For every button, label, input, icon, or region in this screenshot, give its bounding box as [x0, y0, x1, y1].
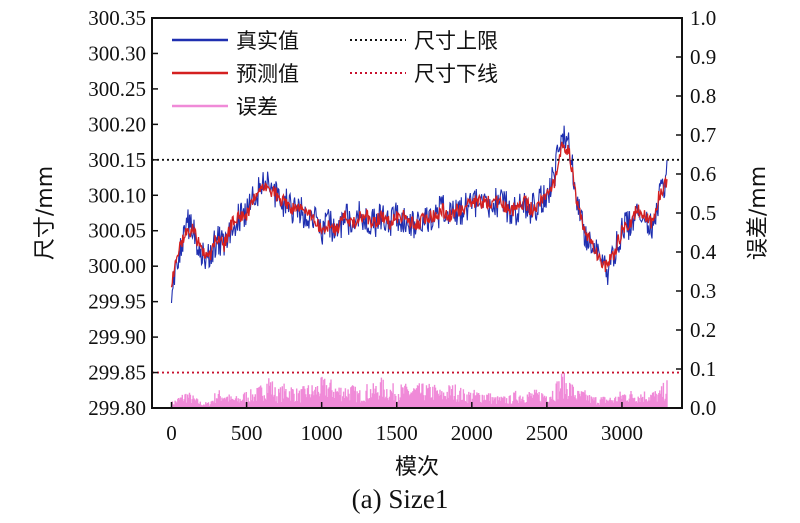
legend-item: 尺寸下线	[350, 62, 498, 86]
y-right-tick-label: 1.0	[690, 6, 716, 30]
y-left-tick-label: 299.90	[88, 325, 146, 349]
legend-item: 误差	[172, 95, 278, 119]
x-tick-label: 0	[166, 421, 177, 445]
legend-item: 尺寸上限	[350, 29, 498, 53]
series-real-value	[170, 125, 668, 304]
y-left-tick-label: 300.30	[88, 41, 146, 65]
y-right-tick-label: 0.2	[690, 318, 716, 342]
y-left-tick-label: 300.00	[88, 254, 146, 278]
x-tick-label: 500	[231, 421, 263, 445]
legend-item: 真实值	[172, 29, 299, 53]
y-axis-right-label: 误差/mm	[746, 166, 771, 260]
y-right-tick-label: 0.1	[690, 357, 716, 381]
y-left-tick-label: 299.85	[88, 361, 146, 385]
caption: (a) Size1	[352, 484, 449, 514]
legend-label: 尺寸下线	[414, 62, 498, 86]
y-left-tick-label: 299.95	[88, 290, 146, 314]
y-left-tick-label: 299.80	[88, 396, 146, 420]
series-error	[170, 372, 668, 408]
x-axis-label: 模次	[395, 455, 439, 480]
y-right-tick-label: 0.9	[690, 45, 716, 69]
legend-item: 预测值	[172, 62, 299, 86]
y-right-tick-label: 0.4	[690, 240, 717, 264]
y-right-tick-label: 0.5	[690, 201, 716, 225]
y-left-tick-label: 300.10	[88, 183, 146, 207]
legend-label: 真实值	[236, 29, 299, 53]
axis-ticks: 0 500 1000 1500 2000 2500 3000 299.80 299.85 299.…	[88, 6, 717, 445]
plot-area	[152, 125, 682, 408]
legend-label: 预测值	[236, 62, 299, 86]
x-tick-label: 1500	[376, 421, 418, 445]
x-tick-label: 3000	[601, 421, 643, 445]
x-tick-label: 2000	[451, 421, 493, 445]
y-right-tick-label: 0.3	[690, 279, 716, 303]
y-left-tick-label: 300.25	[88, 77, 146, 101]
legend-label: 误差	[236, 95, 278, 119]
y-right-tick-label: 0.7	[690, 123, 716, 147]
x-tick-label: 2500	[526, 421, 568, 445]
y-right-tick-label: 0.6	[690, 162, 716, 186]
y-left-tick-label: 300.20	[88, 112, 146, 136]
x-tick-label: 1000	[301, 421, 343, 445]
y-left-tick-label: 300.05	[88, 219, 146, 243]
y-left-tick-label: 300.15	[88, 148, 146, 172]
y-left-tick-label: 300.35	[88, 6, 146, 30]
y-right-tick-label: 0.0	[690, 396, 716, 420]
y-axis-left-label: 尺寸/mm	[33, 166, 58, 260]
legend-label: 尺寸上限	[414, 29, 498, 53]
series-predicted-value	[170, 141, 668, 288]
y-right-tick-label: 0.8	[690, 84, 716, 108]
